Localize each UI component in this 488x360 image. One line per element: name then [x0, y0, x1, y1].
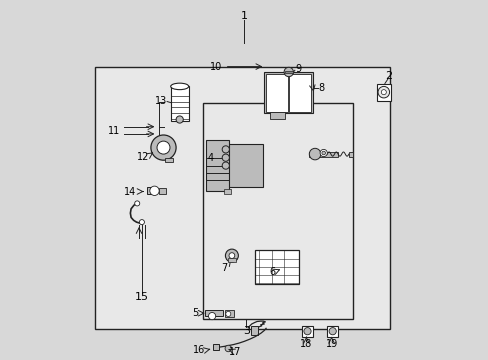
Bar [205, 140, 229, 191]
Bar [203, 103, 352, 319]
Text: 4: 4 [207, 153, 213, 163]
Text: 12: 12 [137, 152, 149, 162]
Bar [228, 258, 235, 262]
Circle shape [222, 162, 229, 169]
Text: 6: 6 [269, 267, 275, 277]
Bar [224, 310, 233, 317]
Text: 11: 11 [108, 126, 120, 136]
Bar [270, 112, 284, 119]
Circle shape [208, 312, 215, 320]
Text: 7: 7 [221, 263, 227, 273]
Bar [326, 326, 337, 337]
Circle shape [284, 67, 293, 77]
Circle shape [222, 154, 229, 161]
Circle shape [377, 86, 389, 98]
Bar [309, 152, 337, 157]
Circle shape [151, 135, 176, 160]
Circle shape [149, 186, 159, 195]
Text: 3: 3 [243, 326, 249, 336]
Text: 2: 2 [384, 71, 391, 81]
Circle shape [328, 328, 336, 335]
Circle shape [228, 253, 234, 258]
Bar [170, 86, 188, 121]
Circle shape [225, 311, 230, 316]
Bar [146, 187, 155, 194]
Bar [159, 188, 165, 194]
Text: 14: 14 [124, 186, 136, 197]
Bar [284, 71, 292, 73]
Ellipse shape [170, 83, 188, 90]
Text: 1: 1 [241, 11, 247, 21]
Bar [376, 84, 390, 101]
Text: 13: 13 [155, 96, 167, 106]
Bar [348, 152, 352, 157]
Text: 9: 9 [295, 64, 301, 74]
Circle shape [176, 116, 183, 123]
Bar [265, 74, 287, 112]
Bar [228, 144, 262, 187]
Bar [250, 326, 258, 335]
Bar [165, 158, 172, 162]
Text: 16: 16 [193, 345, 205, 355]
Text: 10: 10 [209, 62, 222, 72]
Text: 15: 15 [135, 292, 148, 302]
Circle shape [381, 90, 386, 95]
Bar [224, 189, 231, 194]
Circle shape [222, 146, 229, 153]
Bar [95, 67, 389, 329]
Circle shape [320, 149, 326, 157]
Circle shape [157, 141, 170, 154]
Circle shape [309, 148, 320, 160]
Text: 18: 18 [300, 339, 312, 349]
Circle shape [303, 328, 310, 335]
Text: 8: 8 [318, 83, 325, 93]
Circle shape [225, 249, 238, 262]
Circle shape [224, 345, 231, 352]
Bar [213, 344, 219, 350]
Bar [302, 326, 312, 337]
Circle shape [139, 220, 144, 225]
Text: 17: 17 [229, 347, 241, 357]
Circle shape [134, 201, 140, 206]
Text: 19: 19 [325, 339, 337, 349]
Bar [264, 72, 312, 113]
Bar [204, 310, 223, 316]
Text: 5: 5 [191, 308, 198, 318]
Bar [255, 250, 298, 284]
Circle shape [321, 151, 325, 155]
Bar [288, 74, 310, 112]
